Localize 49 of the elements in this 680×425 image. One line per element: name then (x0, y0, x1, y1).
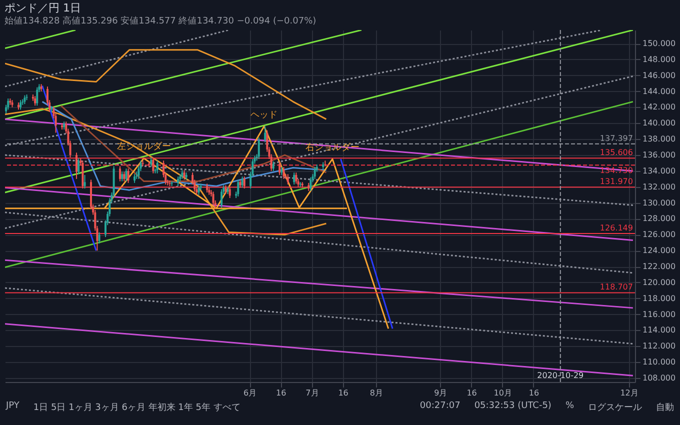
annotation: 左ショルダー (116, 141, 171, 152)
chart-subtitle: 始値134.828 高値135.296 安値134.577 終値134.730 −0.094 (−0.07%) (4, 16, 316, 26)
chart-title: ポンド／円 1日 (4, 2, 81, 14)
text: 1日 5日 1ヶ月 3ヶ月 6ヶ月 年初来 1年 5年 すべて (33, 402, 240, 414)
x-tick-label: 16 (276, 388, 286, 398)
text: ログスケール (588, 402, 642, 414)
text: JPY (6, 401, 20, 413)
annotation: ヘッド (250, 110, 278, 120)
x-tick-label: 8月 (370, 388, 383, 398)
x-tick-label: 16 (338, 388, 348, 398)
y-tick-label: 120.000 (642, 278, 676, 287)
text: % (565, 401, 574, 413)
ref-line-label: 118.707 (600, 282, 633, 292)
y-tick-label: 146.000 (642, 70, 676, 80)
x-tick-label: 16 (466, 388, 477, 398)
y-tick-label: 116.000 (642, 310, 676, 319)
y-tick-label: 124.000 (642, 246, 676, 256)
y-tick-label: 134.000 (642, 166, 676, 176)
ref-line-label: 131.970 (600, 177, 633, 186)
y-tick-label: 122.000 (642, 262, 676, 272)
x-tick-label: 9月 (434, 388, 448, 398)
y-tick-label: 150.000 (642, 39, 676, 48)
y-tick-label: 148.000 (642, 54, 676, 64)
y-tick-label: 142.000 (642, 102, 676, 112)
y-tick-label: 136.000 (642, 150, 676, 160)
ref-line-label: 2020-10-29 (537, 371, 584, 380)
y-tick-label: 130.000 (642, 198, 676, 208)
ref-line-label: 126.149 (600, 223, 633, 232)
y-tick-label: 138.000 (642, 134, 676, 144)
x-tick-label: 7月 (306, 388, 319, 398)
ref-line-label: 137.397 (600, 134, 633, 143)
y-tick-label: 144.000 (642, 86, 676, 96)
x-tick-label: 16 (528, 388, 540, 398)
x-tick-label: 10月 (494, 388, 512, 398)
x-tick-label: 12月 (620, 388, 638, 398)
y-tick-label: 126.000 (642, 230, 676, 240)
y-tick-label: 114.000 (642, 326, 676, 335)
y-tick-label: 110.000 (642, 358, 676, 367)
y-tick-label: 132.000 (642, 182, 676, 192)
text: 05:32:53 (UTC-5) (474, 401, 552, 413)
x-tick-label: 6月 (243, 388, 257, 398)
y-tick-label: 108.000 (642, 374, 676, 383)
y-tick-label: 118.000 (642, 294, 676, 303)
text: 自動 (656, 402, 674, 414)
y-tick-label: 112.000 (642, 342, 676, 351)
text: 00:27:07 (420, 401, 460, 413)
y-tick-label: 140.000 (642, 118, 676, 128)
y-tick-label: 128.000 (642, 214, 676, 224)
ref-line-label: 135.606 (600, 148, 633, 158)
